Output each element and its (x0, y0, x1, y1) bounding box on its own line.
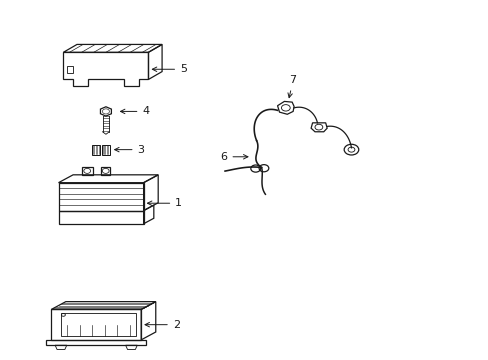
Text: 1: 1 (147, 198, 182, 208)
Text: 6: 6 (220, 152, 247, 162)
Text: 7: 7 (287, 75, 296, 98)
Text: 3: 3 (114, 145, 144, 155)
Text: 5: 5 (152, 64, 187, 74)
Text: 2: 2 (145, 320, 180, 330)
Text: 4: 4 (120, 107, 149, 116)
